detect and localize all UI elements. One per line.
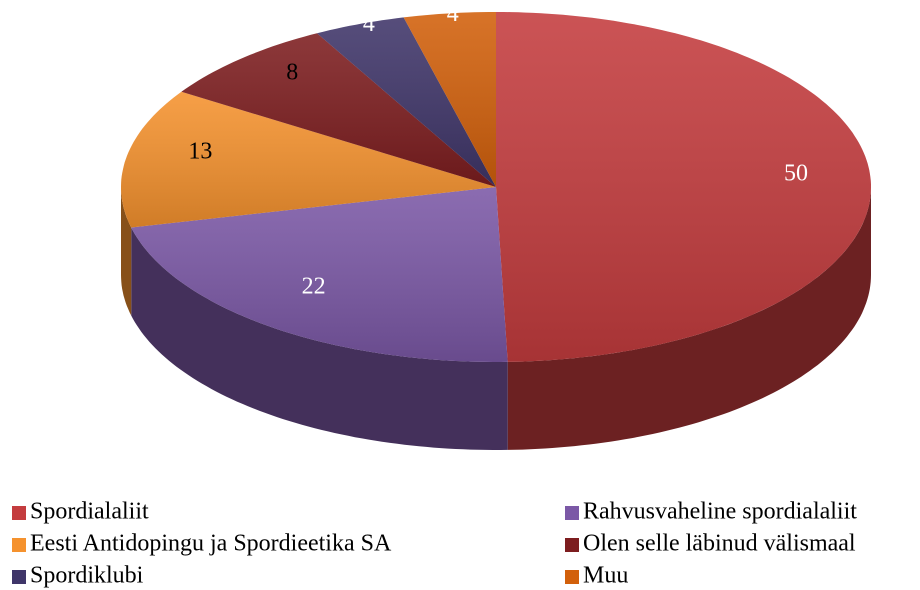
- data-label: 13: [188, 139, 212, 165]
- pie-slice-shade: [496, 12, 871, 362]
- legend-label: Spordialaliit: [30, 499, 149, 525]
- legend-label: Spordiklubi: [30, 563, 144, 589]
- data-label: 8: [286, 60, 298, 86]
- legend-swatch: [12, 570, 26, 584]
- pie-slice-shade: [403, 12, 496, 187]
- pie-side: [507, 187, 871, 450]
- data-label: 4: [363, 11, 375, 37]
- legend-label: Rahvusvaheline spordialaliit: [583, 499, 857, 525]
- legend-swatch: [565, 538, 579, 552]
- legend-swatch: [565, 570, 579, 584]
- pie-slice-shade: [121, 91, 496, 228]
- pie-slice-shade: [181, 33, 496, 188]
- data-label: 4: [447, 1, 459, 27]
- legend-label: Muu: [583, 563, 628, 589]
- pie-side: [131, 227, 508, 450]
- legend-swatch: [12, 506, 26, 520]
- legend-swatch: [12, 538, 26, 552]
- data-label: 22: [302, 274, 326, 300]
- legend-swatch: [565, 506, 579, 520]
- data-label: 50: [784, 160, 808, 186]
- pie-slice-shade: [317, 17, 496, 188]
- legend-label: Olen selle läbinud välismaal: [583, 531, 856, 557]
- pie-side: [121, 187, 132, 316]
- pie-slice-shade: [131, 187, 508, 362]
- legend-label: Eesti Antidopingu ja Spordieetika SA: [30, 531, 392, 557]
